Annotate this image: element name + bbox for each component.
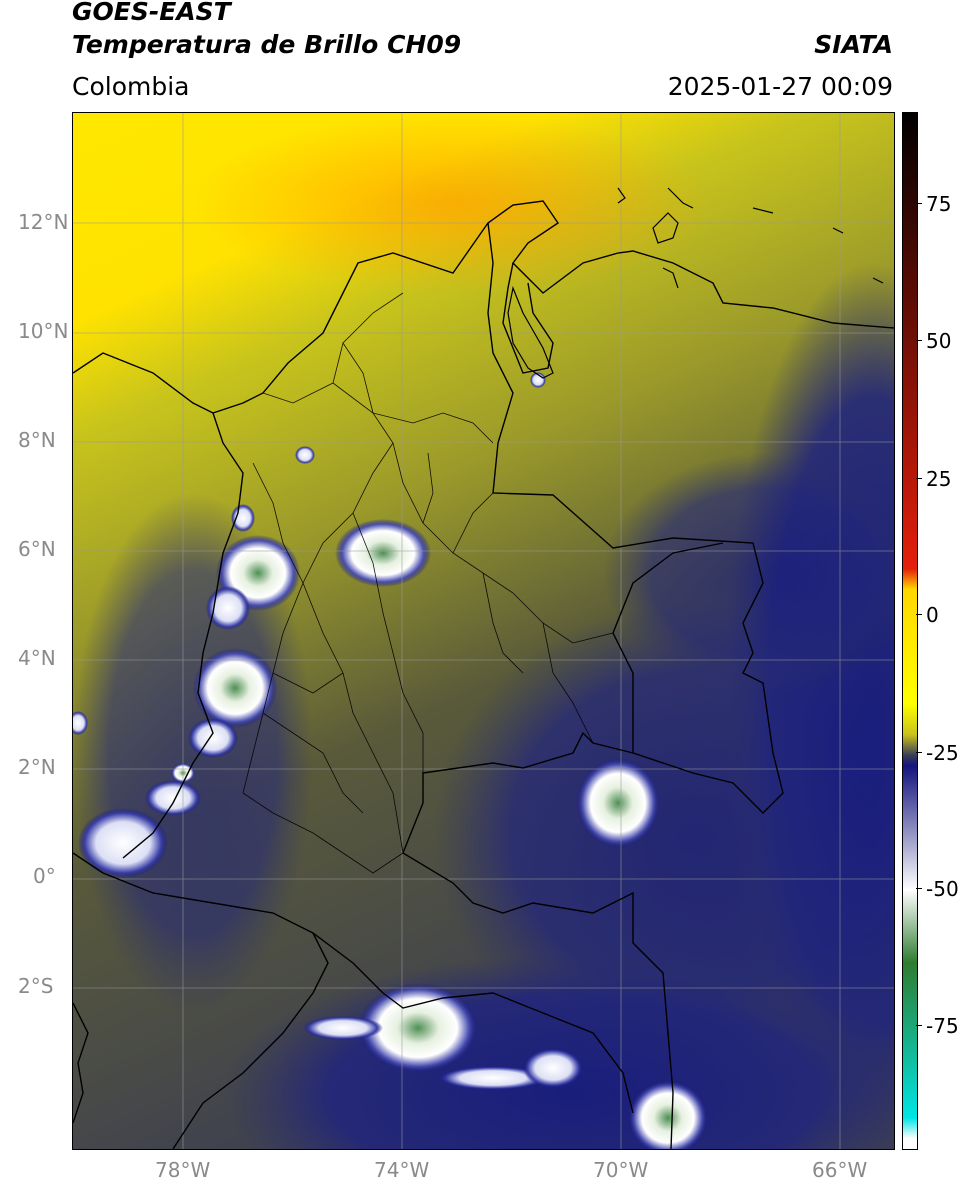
colorbar-tick-label: -25	[926, 741, 959, 765]
map-canvas	[73, 113, 894, 1149]
colorbar-tick-label: -50	[926, 877, 959, 901]
temperature-colorbar	[902, 112, 918, 1150]
lon-label: 74°W	[374, 1158, 430, 1182]
lon-label: 70°W	[593, 1158, 649, 1182]
lat-label: 8°N	[18, 428, 56, 452]
product-title: Temperatura de Brillo CH09	[72, 30, 462, 59]
timestamp-label: 2025-01-27 00:09	[667, 72, 893, 101]
lat-label: 2°S	[18, 974, 54, 998]
region-label: Colombia	[72, 72, 190, 101]
brightness-temperature-map	[72, 112, 895, 1150]
lon-label: 78°W	[155, 1158, 211, 1182]
islands	[617, 187, 884, 289]
colorbar-tick-label: 75	[926, 192, 952, 216]
department-borders	[242, 292, 614, 874]
colorbar-tick-label: 0	[926, 603, 939, 627]
lat-label: 4°N	[18, 646, 56, 670]
colorbar-tick-label: -75	[926, 1014, 959, 1038]
lon-label: 66°W	[812, 1158, 868, 1182]
lat-label: 6°N	[18, 537, 56, 561]
lat-label: 12°N	[18, 210, 69, 234]
satellite-title: GOES-EAST	[72, 0, 231, 26]
lat-label: 0°	[33, 864, 56, 888]
lake-maracaibo	[507, 285, 554, 379]
colorbar-tick-label: 25	[926, 467, 952, 491]
colorbar-tick-label: 50	[926, 329, 952, 353]
agency-label: SIATA	[814, 30, 893, 59]
lat-label: 2°N	[18, 755, 56, 779]
country-borders	[73, 200, 894, 1149]
lat-label: 10°N	[18, 319, 69, 343]
